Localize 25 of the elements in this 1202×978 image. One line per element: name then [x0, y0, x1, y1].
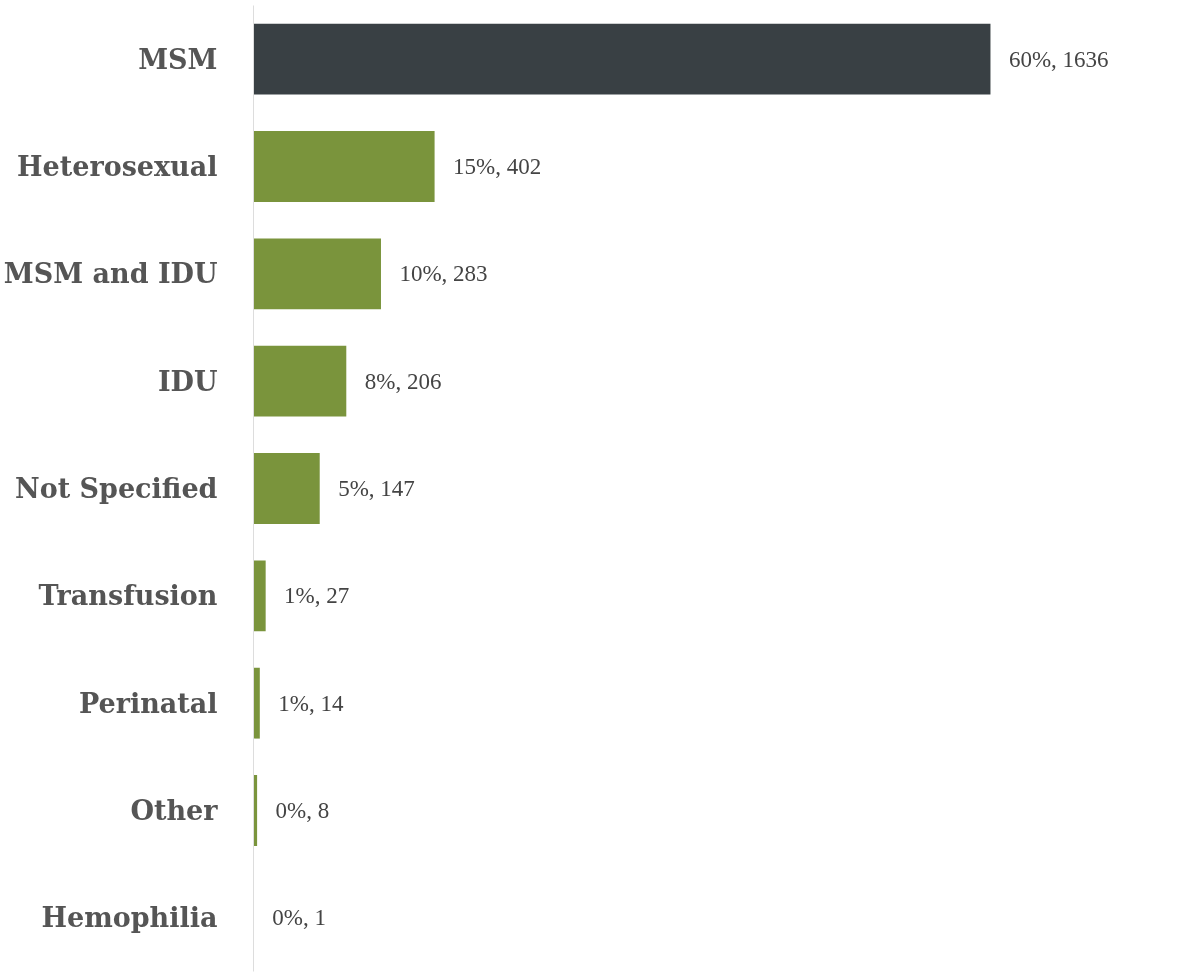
bar — [253, 667, 260, 739]
data-label: 5%, 147 — [338, 476, 415, 501]
data-label: 10%, 283 — [399, 261, 488, 287]
data-label: 8%, 206 — [364, 368, 442, 394]
bar — [253, 345, 347, 417]
y-tick-label: Hemophilia — [41, 902, 218, 934]
data-label: 0%, 8 — [275, 798, 330, 823]
bar — [253, 560, 266, 632]
data-label: 1%, 27 — [284, 583, 350, 609]
bar — [253, 23, 991, 95]
data-label: 15%, 402 — [453, 154, 542, 179]
bar — [253, 131, 435, 202]
data-label: 60%, 1636 — [1008, 46, 1109, 72]
data-label: 1%, 14 — [278, 690, 344, 716]
y-tick-label: Transfusion — [38, 580, 218, 612]
bar — [253, 238, 381, 310]
y-tick-label: MSM and IDU — [3, 258, 218, 290]
y-tick-label: IDU — [157, 365, 218, 397]
y-tick-label: Heterosexual — [17, 151, 218, 182]
y-tick-label: Perinatal — [78, 687, 218, 719]
bar — [253, 453, 320, 524]
y-tick-label: MSM — [138, 43, 218, 75]
y-tick-label: Other — [130, 795, 219, 826]
data-label: 0%, 1 — [272, 905, 327, 931]
y-tick-label: Not Specified — [15, 473, 218, 504]
